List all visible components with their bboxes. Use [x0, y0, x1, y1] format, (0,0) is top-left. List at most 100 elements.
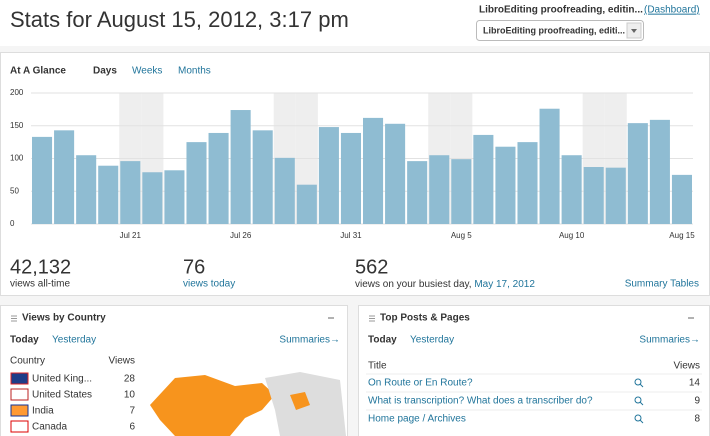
x-tick-label: Aug 5 [451, 231, 472, 240]
bar[interactable] [627, 123, 648, 224]
bar-chart: 0 50 100 150 200 Jul 21 Jul 26 Jul 31 Aug 5 Aug 1… [10, 88, 695, 240]
page-title: Stats for August 15, 2012, 3:17 pm [10, 7, 349, 32]
bar[interactable] [473, 134, 494, 224]
stat-label: views on your busiest day, May 17, 2012 [355, 279, 535, 290]
bar[interactable] [429, 155, 450, 224]
column-header: Views [109, 356, 136, 367]
country-views: 7 [129, 406, 135, 417]
column-header: Views [674, 361, 701, 372]
y-tick-label: 200 [10, 88, 24, 97]
country-views: 28 [124, 374, 136, 385]
flag [10, 404, 29, 417]
glance-title: At A Glance [10, 66, 66, 77]
view-icon-handle [639, 383, 644, 388]
tab[interactable]: Today [368, 335, 397, 346]
bar[interactable] [208, 132, 229, 224]
flag [10, 420, 29, 433]
bar[interactable] [583, 167, 604, 224]
world-map [150, 372, 346, 436]
summaries-link[interactable]: Summaries→ [639, 335, 700, 346]
summary-link[interactable]: Summary Tables [625, 279, 699, 290]
blog-select[interactable] [476, 20, 644, 41]
flag [10, 388, 29, 401]
post-title[interactable]: What is transcription? What does a trans… [368, 396, 593, 407]
map-country [290, 392, 310, 410]
x-tick-label: Jul 21 [120, 231, 142, 240]
stat-label-text: views on your busiest day, [355, 279, 472, 290]
stat-value: 562 [355, 256, 388, 278]
flag [10, 372, 29, 385]
summaries-link[interactable]: Summaries→ [279, 335, 340, 346]
tab[interactable]: Yesterday [410, 335, 454, 346]
column-header: Country [10, 356, 45, 367]
y-tick-label: 100 [10, 154, 24, 163]
bar[interactable] [54, 130, 75, 224]
country-views: 6 [129, 422, 135, 433]
post-title[interactable]: On Route or En Route? [368, 378, 473, 389]
tab[interactable]: Days [93, 66, 117, 77]
bar[interactable] [517, 142, 538, 224]
bar[interactable] [120, 161, 141, 224]
x-tick-label: Aug 10 [559, 231, 585, 240]
post-views: 9 [694, 396, 700, 407]
bar[interactable] [649, 119, 670, 224]
bar[interactable] [230, 110, 251, 224]
stat-label[interactable]: views today [183, 279, 235, 290]
view-icon-handle [639, 401, 644, 406]
bar[interactable] [407, 161, 428, 224]
posts-panel [358, 305, 710, 436]
bar[interactable] [318, 127, 339, 224]
y-tick-label: 0 [10, 219, 15, 228]
post-title[interactable]: Home page / Archives [368, 414, 466, 425]
bar[interactable] [495, 146, 516, 224]
view-icon[interactable] [634, 378, 642, 386]
country-views: 10 [124, 390, 136, 401]
y-tick-label: 50 [10, 186, 19, 195]
blog-name: LibroEditing proofreading, editin... [479, 5, 643, 16]
bar[interactable] [186, 142, 207, 224]
bar[interactable] [296, 184, 317, 224]
bar[interactable] [363, 117, 384, 224]
bar[interactable] [605, 167, 626, 224]
bar[interactable] [539, 108, 560, 224]
bar[interactable] [340, 132, 361, 224]
bar[interactable] [274, 157, 295, 224]
country-name: India [32, 406, 54, 417]
tab[interactable]: Weeks [132, 66, 162, 77]
tab[interactable]: Months [178, 66, 211, 77]
best-date[interactable]: May 17, 2012 [474, 279, 535, 290]
stat-value: 76 [183, 256, 205, 278]
blog-select-text: LibroEditing proofreading, editi... [483, 25, 625, 35]
panel-title: Top Posts & Pages [380, 313, 470, 324]
post-views: 14 [689, 378, 701, 389]
bar[interactable] [142, 172, 163, 224]
country-name: United King... [32, 374, 92, 385]
panel-title: Views by Country [22, 313, 106, 324]
bar[interactable] [252, 130, 273, 224]
tab[interactable]: Today [10, 335, 39, 346]
view-icon-handle [639, 419, 644, 424]
bar[interactable] [671, 174, 692, 224]
panel-handle [11, 315, 17, 322]
bar[interactable] [76, 155, 97, 224]
view-icon[interactable] [634, 396, 642, 404]
bar[interactable] [385, 123, 406, 224]
tab[interactable]: Yesterday [52, 335, 96, 346]
country-name: United States [32, 390, 92, 401]
select-arrow [631, 29, 637, 33]
dashboard-link[interactable]: (Dashboard) [644, 5, 700, 16]
y-tick-label: 150 [10, 121, 24, 130]
bar[interactable] [98, 165, 119, 224]
lower-panels: Views by Country Today Yesterday Summaries→… [10, 313, 702, 433]
bar[interactable] [561, 155, 582, 224]
panel-handle [369, 315, 375, 322]
bar[interactable] [32, 136, 53, 224]
map-country [150, 375, 275, 436]
bar[interactable] [451, 159, 472, 224]
x-tick-label: Aug 15 [669, 231, 695, 240]
view-icon[interactable] [634, 414, 642, 422]
bar[interactable] [164, 170, 185, 224]
country-name: Canada [32, 422, 67, 433]
x-tick-label: Jul 26 [230, 231, 252, 240]
